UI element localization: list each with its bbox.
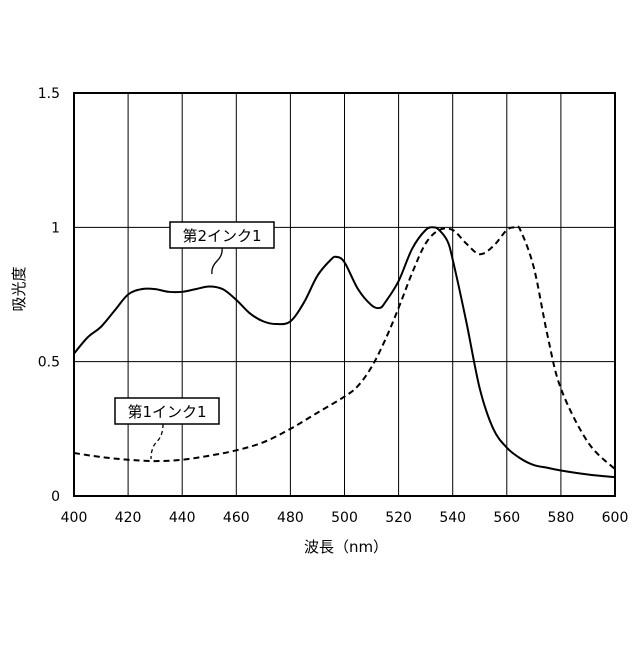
x-tick-label: 580 bbox=[548, 510, 575, 526]
x-axis-title: 波長（nm） bbox=[304, 538, 388, 556]
callout-label: 第1インク1 bbox=[115, 398, 219, 459]
x-tick-label: 500 bbox=[331, 510, 358, 526]
x-tick-label: 560 bbox=[493, 510, 520, 526]
callout-leader-line bbox=[212, 248, 222, 274]
x-tick-label: 440 bbox=[169, 510, 196, 526]
x-tick-label: 480 bbox=[277, 510, 304, 526]
x-tick-label: 420 bbox=[115, 510, 142, 526]
y-tick-label: 1 bbox=[51, 220, 60, 236]
x-tick-label: 520 bbox=[385, 510, 412, 526]
y-tick-label: 0.5 bbox=[38, 355, 60, 371]
callout-label: 第2インク1 bbox=[170, 222, 274, 274]
y-axis-title: 吸光度 bbox=[10, 266, 28, 311]
x-tick-label: 600 bbox=[602, 510, 629, 526]
annotation-layer: 第2インク1 第1インク1 bbox=[115, 222, 274, 459]
x-tick-label: 460 bbox=[223, 510, 250, 526]
y-tick-label: 1.5 bbox=[38, 86, 60, 102]
y-tick-label: 0 bbox=[51, 489, 60, 505]
grid-layer bbox=[74, 93, 615, 496]
callout-text: 第2インク1 bbox=[182, 227, 261, 245]
callout-text: 第1インク1 bbox=[127, 403, 206, 421]
x-tick-label: 540 bbox=[439, 510, 466, 526]
x-tick-label: 400 bbox=[61, 510, 88, 526]
callout-leader-line bbox=[151, 424, 163, 459]
